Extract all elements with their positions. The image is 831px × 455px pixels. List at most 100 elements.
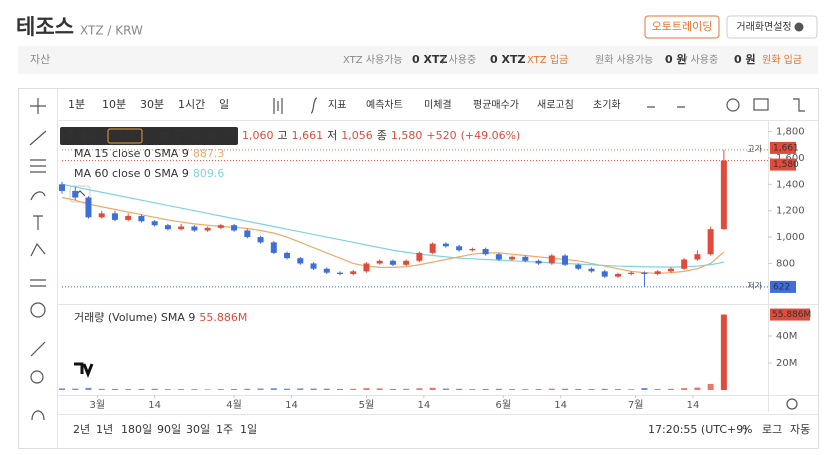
- volume-bar: [403, 388, 410, 390]
- toolbar-icons[interactable]: [273, 97, 805, 114]
- candle-body: [548, 255, 555, 264]
- interval-button[interactable]: 1시간: [178, 98, 205, 111]
- xtz-deposit[interactable]: XTZ 입금: [527, 53, 568, 66]
- volume-bar: [257, 388, 264, 390]
- volume-legend: 거래량 (Volume) SMA 9 55.886M: [74, 311, 247, 324]
- volume-bar: [495, 388, 502, 390]
- in-use: / 사용중: [442, 54, 476, 66]
- ohlc-part: 1,580: [391, 129, 423, 142]
- toolbar-button[interactable]: 평균매수가: [473, 99, 519, 111]
- toolbar-button[interactable]: 예측차트: [366, 99, 403, 111]
- volume-bar: [284, 388, 291, 390]
- volume-bar: [350, 388, 357, 390]
- xtz-used: 0 XTZ: [490, 53, 525, 66]
- candle-body: [495, 254, 502, 260]
- volume-bar: [509, 389, 516, 390]
- interval-button[interactable]: 일: [219, 97, 229, 111]
- toolbar-button[interactable]: 지표: [328, 99, 346, 111]
- volume-bar: [85, 387, 92, 390]
- percent-toggle[interactable]: %: [742, 423, 752, 436]
- volume-bar: [416, 388, 423, 390]
- candle-body: [257, 237, 264, 243]
- candle-body: [694, 254, 701, 260]
- y-tick-label: 1,000: [776, 232, 805, 243]
- candle-body: [323, 268, 330, 273]
- volume-bar: [125, 389, 132, 390]
- in-use: / 사용중: [684, 54, 718, 66]
- toolbar-button[interactable]: 초기화: [593, 99, 621, 111]
- candle-body: [244, 230, 251, 238]
- candle-body: [588, 268, 595, 272]
- y-tick-label: 800: [776, 258, 795, 269]
- candle-body: [217, 225, 224, 228]
- asset-bar: [18, 46, 818, 74]
- volume-bar: [217, 389, 224, 390]
- interval-button[interactable]: 10분: [102, 98, 126, 111]
- volume-bar: [389, 388, 396, 390]
- y-tick-label: 1,400: [776, 179, 805, 190]
- price-box: [770, 158, 796, 171]
- krw-free: 0 원: [665, 52, 687, 66]
- interval-button[interactable]: 1분: [68, 98, 85, 111]
- tooltip: [60, 127, 238, 145]
- range-button[interactable]: 30일: [186, 422, 210, 436]
- range-button[interactable]: 90일: [157, 422, 181, 436]
- candle-body: [707, 229, 714, 255]
- candle-body: [98, 213, 105, 218]
- volume-bar: [297, 388, 304, 390]
- krw-available: 원화 사용가능: [595, 54, 653, 66]
- log-toggle[interactable]: 로그: [762, 423, 782, 436]
- candle-body: [456, 246, 463, 251]
- ma-legend: MA 15 close 0 SMA 9 887.3: [74, 147, 224, 160]
- range-button[interactable]: 1일: [240, 422, 257, 436]
- x-tick-label: 3월: [90, 399, 106, 411]
- volume-bar: [98, 388, 105, 390]
- krw-deposit[interactable]: 원화 입금: [762, 53, 802, 66]
- volume-bar: [628, 389, 635, 390]
- candle-body: [641, 272, 648, 274]
- toolbar-button[interactable]: 미체결: [424, 99, 452, 111]
- price-box-label: 1,580: [773, 160, 799, 170]
- candle-body: [204, 227, 211, 231]
- volume-box: [770, 308, 810, 321]
- candle-body: [681, 259, 688, 269]
- candle-body: [125, 215, 132, 220]
- volume-legend-part: 거래량 (Volume) SMA 9: [74, 311, 195, 324]
- volume-bar: [336, 388, 343, 390]
- y-tick-label: 1,600: [776, 153, 805, 164]
- toolbar-button[interactable]: 새로고침: [537, 99, 574, 111]
- volume-bar: [720, 314, 727, 390]
- auto-trading-button[interactable]: [644, 15, 720, 39]
- tooltip-name: 추세줄: [66, 129, 96, 142]
- settings-label: 거래화면설정: [736, 21, 791, 33]
- candle-body: [654, 271, 661, 274]
- tv-logo: [70, 358, 98, 380]
- price-box: [770, 141, 796, 154]
- interval-button[interactable]: 30분: [140, 98, 164, 111]
- drawing-tools[interactable]: [29, 98, 47, 421]
- settings-button[interactable]: [726, 15, 818, 39]
- volume-bar: [601, 388, 608, 390]
- range-button[interactable]: 1주: [216, 423, 233, 436]
- range-button[interactable]: 2년: [73, 423, 90, 436]
- axis-settings[interactable]: [786, 398, 798, 410]
- xtz-free: 0 XTZ: [412, 53, 447, 66]
- ohlc-part: 저: [327, 129, 337, 142]
- price-box: [770, 280, 796, 293]
- volume-bar: [575, 388, 582, 390]
- candle-body: [403, 260, 410, 265]
- moving-average: [61, 196, 725, 274]
- ohlc-part: +520: [426, 129, 456, 142]
- candle-body: [191, 226, 198, 231]
- candle-body: [164, 225, 171, 230]
- range-button[interactable]: 1년: [96, 423, 113, 436]
- range-button[interactable]: 180일: [121, 422, 152, 436]
- auto-toggle[interactable]: 자동: [790, 423, 810, 436]
- volume-bar: [548, 388, 555, 390]
- asset-label: 자산: [30, 53, 50, 66]
- candle-body: [416, 252, 423, 261]
- pair: XTZ / KRW: [80, 24, 143, 38]
- candle-body: [720, 160, 727, 230]
- volume-bar: [270, 388, 277, 390]
- ma-legend-part: 809.6: [193, 167, 225, 180]
